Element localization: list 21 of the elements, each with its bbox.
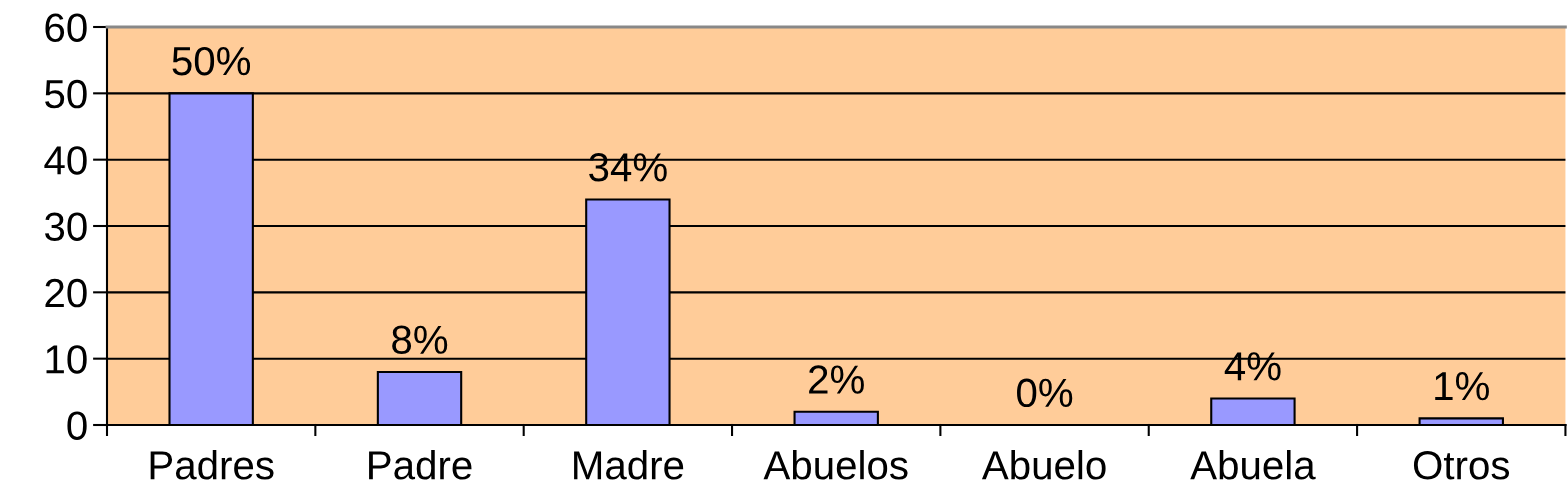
x-tick-label: Otros (1413, 451, 1510, 480)
data-label: 50% (172, 46, 251, 76)
y-tick-label: 50 (45, 79, 87, 109)
x-tick-label: Abuelo (981, 450, 1106, 480)
y-tick-label: 10 (46, 345, 87, 374)
data-label: 0% (1017, 378, 1073, 408)
y-tick-label: 0 (67, 411, 87, 440)
x-tick-label: Padre (369, 450, 472, 480)
x-tick-label: Madre (574, 450, 684, 480)
data-label: 2% (809, 365, 864, 394)
data-label: 4% (1224, 352, 1281, 381)
x-tick-label: Abuela (1190, 450, 1316, 480)
x-tick-label: Padres (150, 450, 274, 480)
data-label: 1% (1435, 372, 1489, 401)
data-label: 34% (589, 153, 667, 182)
y-tick-label: 30 (44, 212, 87, 241)
y-tick-label: 60 (45, 13, 87, 42)
x-tick-label: Abuelos (763, 450, 908, 480)
y-tick-label: 20 (45, 278, 87, 308)
data-label: 8% (392, 325, 448, 355)
y-tick-label: 40 (44, 146, 87, 175)
